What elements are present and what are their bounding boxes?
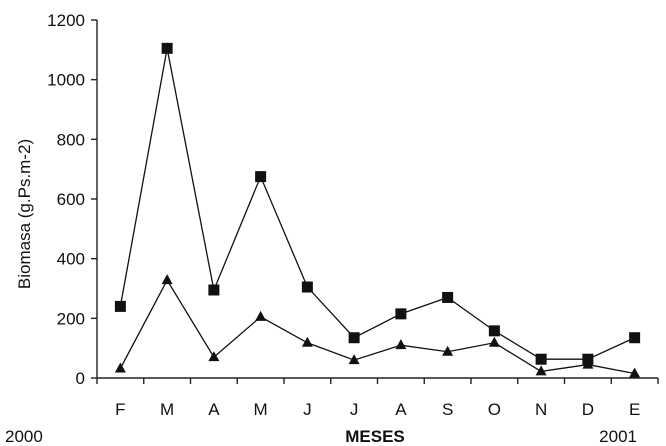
year-start-label: 2000 xyxy=(5,427,43,446)
x-tick-label-6: A xyxy=(395,400,407,419)
series-2-point-10 xyxy=(582,358,594,369)
y-tick-label-0: 0 xyxy=(76,369,85,388)
x-axis-title: MESES xyxy=(345,427,405,446)
series-1-point-9 xyxy=(535,353,547,365)
x-tick-label-2: A xyxy=(208,400,220,419)
x-tick-label-10: D xyxy=(582,400,594,419)
x-tick-label-1: M xyxy=(160,400,174,419)
x-tick-label-0: F xyxy=(115,400,125,419)
series-2-point-3 xyxy=(255,310,267,321)
y-tick-label-600: 600 xyxy=(57,190,85,209)
series-2-point-7 xyxy=(442,345,454,356)
x-tick-label-4: J xyxy=(303,400,312,419)
y-tick-label-400: 400 xyxy=(57,250,85,269)
x-tick-label-5: J xyxy=(350,400,359,419)
series-1-point-6 xyxy=(395,308,407,320)
series-1-point-0 xyxy=(114,300,126,312)
year-end-label: 2001 xyxy=(599,427,637,446)
series-layer xyxy=(114,42,641,378)
y-axis-title: Biomasa (g.Ps.m-2) xyxy=(15,139,34,289)
series-1-point-3 xyxy=(255,171,267,183)
series-2-line xyxy=(119,278,635,375)
series-1-point-1 xyxy=(161,42,173,54)
x-tick-label-7: S xyxy=(442,400,453,419)
series-2-point-4 xyxy=(301,336,313,347)
series-2-point-8 xyxy=(488,336,500,347)
y-tick-label-800: 800 xyxy=(57,130,85,149)
x-tick-label-3: M xyxy=(254,400,268,419)
series-2-point-5 xyxy=(348,354,360,365)
series-1-point-5 xyxy=(348,332,360,344)
x-tick-label-8: O xyxy=(488,400,501,419)
y-tick-label-200: 200 xyxy=(57,309,85,328)
x-tick-label-11: E xyxy=(629,400,640,419)
series-2-point-1 xyxy=(161,274,173,285)
series-2-point-0 xyxy=(114,362,126,373)
series-1-point-7 xyxy=(442,291,454,303)
y-tick-label-1000: 1000 xyxy=(47,71,85,90)
series-1-line xyxy=(119,48,635,360)
series-2-point-11 xyxy=(629,367,641,378)
series-2-point-2 xyxy=(208,351,220,362)
series-2-point-6 xyxy=(395,339,407,350)
series-1-point-11 xyxy=(629,332,641,344)
x-tick-label-9: N xyxy=(535,400,547,419)
series-1-point-8 xyxy=(488,325,500,337)
y-tick-label-1200: 1200 xyxy=(47,11,85,30)
series-2-point-9 xyxy=(535,365,547,376)
series-1-point-4 xyxy=(301,281,313,293)
series-1-point-2 xyxy=(208,284,220,296)
y-axis: 0 200 400 600 800 1000 1200 xyxy=(47,11,98,388)
